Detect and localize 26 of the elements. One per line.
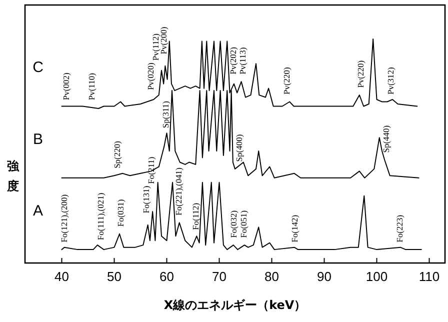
annotation: Fo(211) <box>146 156 156 184</box>
annotation: Fo(032) <box>228 210 238 238</box>
annotation: Pv(220) <box>282 67 292 95</box>
annotation: Fo(051) <box>238 210 248 238</box>
annotation: Sp(440) <box>381 125 392 153</box>
annotation: Sp(311) <box>160 101 171 128</box>
annotation: Pv(110) <box>86 73 97 100</box>
annotation: Fo(221),(041) <box>173 168 184 216</box>
annotation: Fo(111),(021) <box>96 192 106 240</box>
annotation: Sp(400) <box>234 134 244 162</box>
annotation: Pv(020) <box>146 62 156 90</box>
annotation: Fo(131) <box>140 186 151 214</box>
annotation: Pv(202) <box>228 46 238 74</box>
annotation: Pv(220) <box>356 60 366 88</box>
annotation: Sp(220) <box>112 141 122 168</box>
annotation: Pv(002) <box>61 72 71 100</box>
xlabel: X線のエネルギー（keV） <box>164 298 306 312</box>
annotation: Fo(112) <box>190 202 201 230</box>
annotation: Fo(142) <box>289 214 300 242</box>
annotation: Pv(312) <box>385 67 396 95</box>
annotation: Pv(112) <box>150 34 161 61</box>
annotation: Fo(223) <box>394 214 404 242</box>
annotation: Fo(031) <box>116 199 126 227</box>
annotation: Pv(113) <box>237 47 248 74</box>
annotation: Fo(121),(200) <box>58 194 69 242</box>
ylabel: 強度 <box>7 159 19 193</box>
